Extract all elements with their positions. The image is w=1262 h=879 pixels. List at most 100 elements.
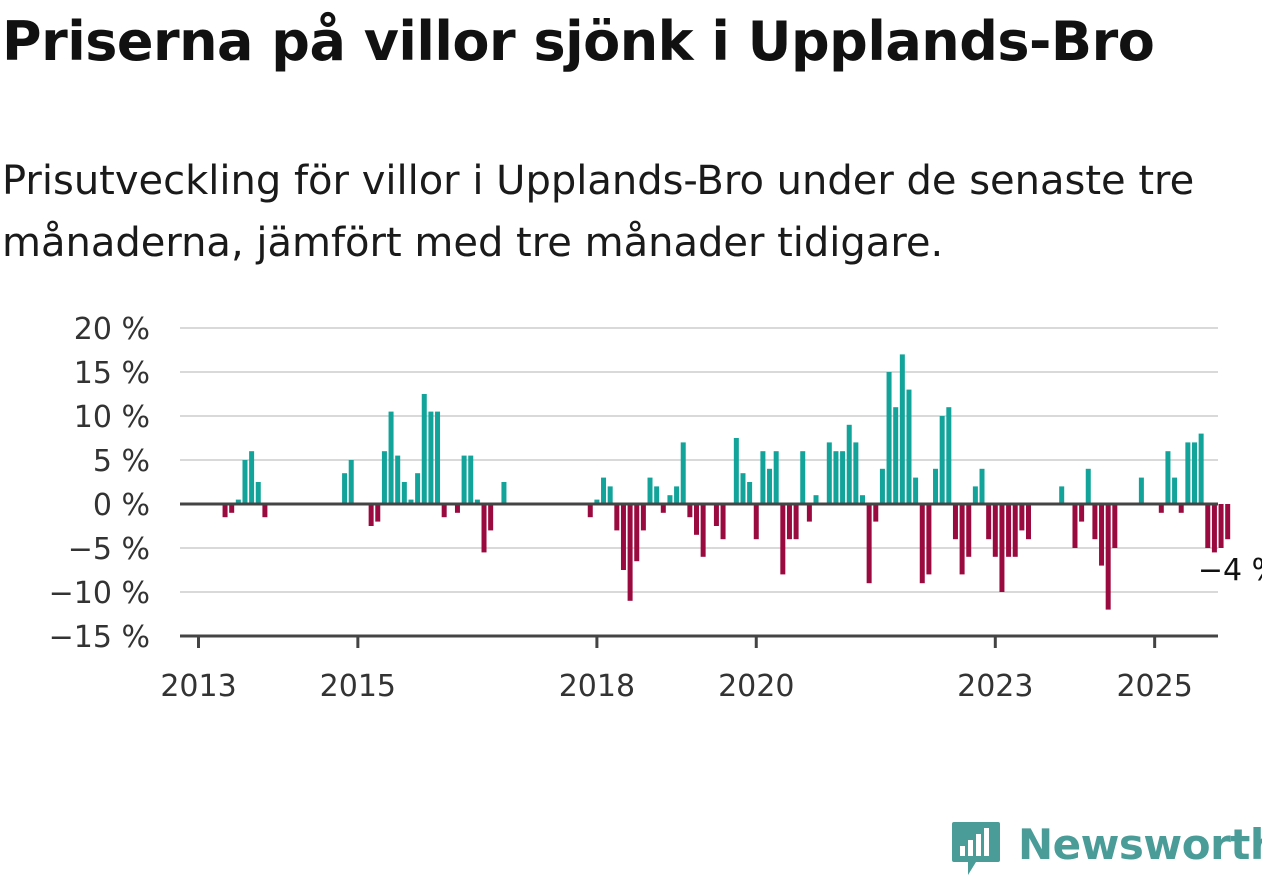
bar (474, 499, 480, 504)
bar (1019, 504, 1025, 531)
tick-labels: −15 % −10 % −5 % 0 % 5 % 10 % 15 % 20 % 2013 2015… (49, 312, 1262, 704)
bar (441, 504, 447, 518)
bar (1085, 468, 1091, 504)
bar (348, 460, 354, 504)
bar (767, 468, 773, 504)
bar (262, 504, 268, 518)
bar (1006, 504, 1012, 557)
bar (222, 504, 228, 518)
bar (1185, 442, 1191, 504)
bar (886, 372, 892, 504)
bar (939, 416, 945, 504)
bar (853, 442, 859, 504)
bar (800, 451, 806, 504)
bar (1138, 477, 1144, 504)
bar (899, 354, 905, 504)
bar (846, 424, 852, 504)
bar (1218, 504, 1224, 548)
bar (342, 473, 348, 504)
bar (255, 482, 261, 504)
bar (1178, 504, 1184, 513)
bar (1158, 504, 1164, 513)
bar (235, 499, 241, 504)
bar (1026, 504, 1031, 540)
x-tick-label: 2013 (160, 669, 236, 704)
bar (879, 468, 885, 504)
bar (1192, 442, 1197, 504)
bar (634, 504, 640, 562)
bar (1205, 504, 1211, 548)
bar (401, 482, 407, 504)
bar (786, 504, 792, 540)
bar (806, 504, 812, 522)
bar (740, 473, 746, 504)
bar (368, 504, 374, 526)
bar (753, 504, 759, 540)
bar (388, 411, 394, 504)
bar (375, 504, 381, 522)
bar (428, 411, 434, 504)
bar (840, 451, 846, 504)
bar (1059, 486, 1065, 504)
bar (860, 495, 865, 504)
y-tick-label: −5 % (68, 532, 150, 567)
bar (421, 394, 427, 504)
bar (694, 504, 699, 535)
x-tick-label: 2025 (1116, 669, 1192, 704)
bar (1105, 504, 1111, 610)
bar (1211, 504, 1217, 553)
bar (926, 504, 932, 575)
bar (992, 504, 998, 557)
bar (1165, 451, 1171, 504)
y-tick-label: 20 % (74, 312, 150, 347)
bar (461, 455, 467, 504)
bar (1092, 504, 1098, 540)
bar (946, 407, 952, 504)
bar (435, 411, 441, 504)
bar-chart: −15 % −10 % −5 % 0 % 5 % 10 % 15 % 20 % 2013 2015… (49, 312, 1262, 704)
bar (966, 504, 972, 557)
bars (222, 354, 1231, 610)
bar (654, 486, 660, 504)
brand-logo: Newsworthy (950, 820, 1262, 878)
bar (229, 504, 235, 513)
bar (501, 482, 507, 504)
bar (242, 460, 248, 504)
bar (952, 504, 958, 540)
bar (906, 389, 912, 504)
bar (381, 451, 387, 504)
bar (620, 504, 626, 570)
bar (594, 499, 600, 504)
bar (1112, 504, 1118, 548)
bar (408, 499, 414, 504)
x-tick-label: 2020 (718, 669, 794, 704)
bar (1225, 504, 1231, 540)
bar (647, 477, 653, 504)
bar (986, 504, 992, 540)
y-tick-label: 0 % (93, 488, 150, 523)
bar (760, 451, 766, 504)
bar (601, 477, 607, 504)
bar (587, 504, 593, 518)
bar (999, 504, 1005, 592)
bar (833, 451, 839, 504)
y-tick-label: 10 % (74, 400, 150, 435)
bar (747, 482, 753, 504)
bar (667, 495, 673, 504)
bar (873, 504, 879, 522)
bar (660, 504, 666, 513)
bar (972, 486, 978, 504)
bar (627, 504, 633, 601)
x-tick-label: 2015 (320, 669, 396, 704)
bar (640, 504, 646, 531)
bar (1172, 477, 1178, 504)
bar (1012, 504, 1018, 557)
y-tick-label: −15 % (49, 620, 150, 655)
gridlines (180, 327, 1218, 593)
bar (959, 504, 965, 575)
bar (395, 455, 401, 504)
chart-title: Priserna på villor sjönk i Upplands-Bro (2, 10, 1155, 73)
bar (1072, 504, 1078, 548)
x-tick-label: 2023 (957, 669, 1033, 704)
bar (733, 438, 739, 504)
